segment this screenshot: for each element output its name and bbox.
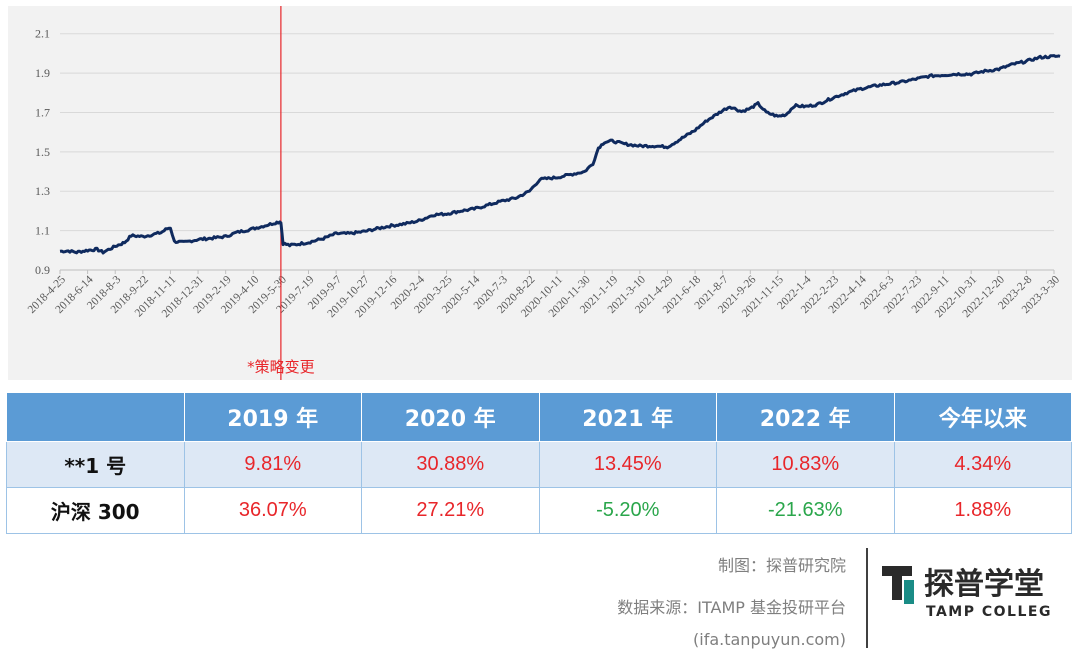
return-cell: 10.83%: [716, 441, 895, 488]
performance-table: 2019 年 2020 年 2021 年 2022 年 今年以来 **1 号 9…: [6, 392, 1072, 534]
tamp-college-logo: 探普学堂 TAMP COLLEGE: [882, 566, 1052, 620]
return-cell: 27.21%: [361, 487, 540, 534]
nav-line-chart: 0.91.11.31.51.71.92.12018-4-252018-6-142…: [26, 6, 1062, 380]
y-tick-label: 0.9: [35, 263, 50, 277]
return-cell: 30.88%: [361, 441, 540, 488]
table-header-cell: 2022 年: [716, 392, 895, 442]
return-cell: 4.34%: [893, 441, 1072, 488]
table-header-cell: 2021 年: [538, 392, 717, 442]
chart-panel: 0.9 1.1 1.3 1.5 1.7 1.9 2.1 2018-4-25 2018-6-14 2…: [8, 6, 1072, 380]
y-tick-label: 1.5: [35, 145, 50, 159]
logo-mark-accent: [904, 580, 914, 604]
return-cell: -5.20%: [538, 487, 717, 534]
y-tick-label: 1.7: [35, 105, 50, 119]
return-cell: 36.07%: [183, 487, 362, 534]
table-header-cell: 2020 年: [361, 392, 540, 442]
row-name: **1 号: [6, 441, 185, 488]
table-header-cell: [6, 392, 185, 442]
logo-text-cn: 探普学堂: [924, 567, 1044, 602]
return-cell: -21.63%: [716, 487, 895, 534]
nav-series-line: [59, 54, 1061, 255]
row-name: 沪深 300: [6, 487, 185, 534]
y-tick-label: 1.1: [35, 224, 50, 238]
y-tick-label: 1.9: [35, 66, 50, 80]
table-header-row: 2019 年 2020 年 2021 年 2022 年 今年以来: [6, 392, 1072, 442]
table-row: 沪深 300 36.07% 27.21% -5.20% -21.63% 1.88…: [6, 487, 1072, 534]
return-cell: 9.81%: [183, 441, 362, 488]
data-source: 数据来源：ITAMP 基金投研平台: [617, 598, 846, 617]
strategy-change-label: *策略变更: [247, 358, 315, 376]
table-header-cell: 2019 年: [183, 392, 362, 442]
source-website: (ifa.tanpuyun.com): [693, 630, 846, 649]
y-tick-label: 2.1: [35, 27, 50, 41]
table-row: **1 号 9.81% 30.88% 13.45% 10.83% 4.34%: [6, 441, 1072, 488]
footer-divider: [866, 548, 868, 648]
return-cell: 1.88%: [893, 487, 1072, 534]
chart-credit: 制图：探普研究院: [717, 556, 846, 575]
y-tick-label: 1.3: [35, 184, 50, 198]
logo-text-en: TAMP COLLEGE: [926, 604, 1052, 620]
return-cell: 13.45%: [538, 441, 717, 488]
logo-mark-stem: [892, 566, 902, 600]
table-header-cell: 今年以来: [893, 392, 1072, 442]
